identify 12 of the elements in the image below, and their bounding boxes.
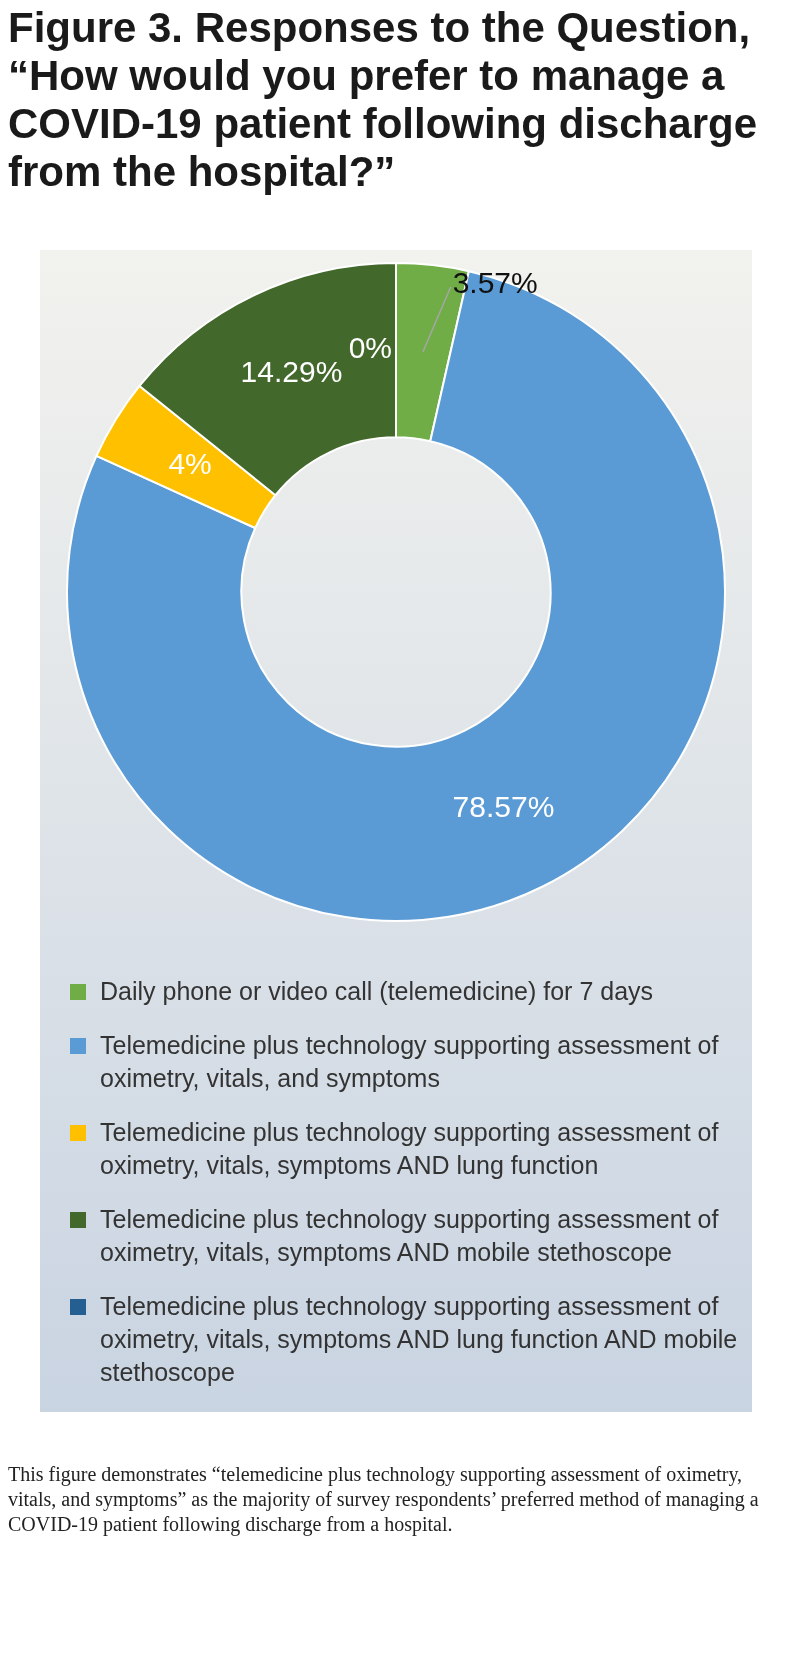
text: This figure demonstrates “telemedicine plus technology supporting assessment of oximetry, vitals, and symptoms” as the majority of survey respondents’ preferred method of managing a COVID-19 patient following discharge from a hospital. (8, 1462, 760, 1537)
data-label: 3.57% (452, 266, 538, 300)
legend-label: Telemedicine plus technology supporting assessment of oximetry, vitals, symptoms AND lung function (99, 1117, 720, 1181)
data-label: 4% (168, 446, 212, 480)
legend-label: Telemedicine plus technology supporting assessment of oximetry, vitals, and symptoms (99, 1030, 720, 1094)
legend-label: Telemedicine plus technology supporting assessment of oximetry, vitals, symptoms AND lung function AND mobile stethoscope (99, 1291, 739, 1388)
legend-label: Telemedicine plus technology supporting assessment of oximetry, vitals, symptoms AND mobile stethoscope (99, 1204, 720, 1268)
chart-title: Figure 3. Responses to the Question, “How would you prefer to manage a COVID-19 patient following discharge from the hospital?” (8, 4, 759, 196)
legend-label: Daily phone or video call (telemedicine) for 7 days (99, 976, 655, 1007)
data-label: 14.29% (240, 355, 343, 389)
text: 0% (348, 331, 392, 365)
data-label: 78.57% (452, 789, 555, 823)
